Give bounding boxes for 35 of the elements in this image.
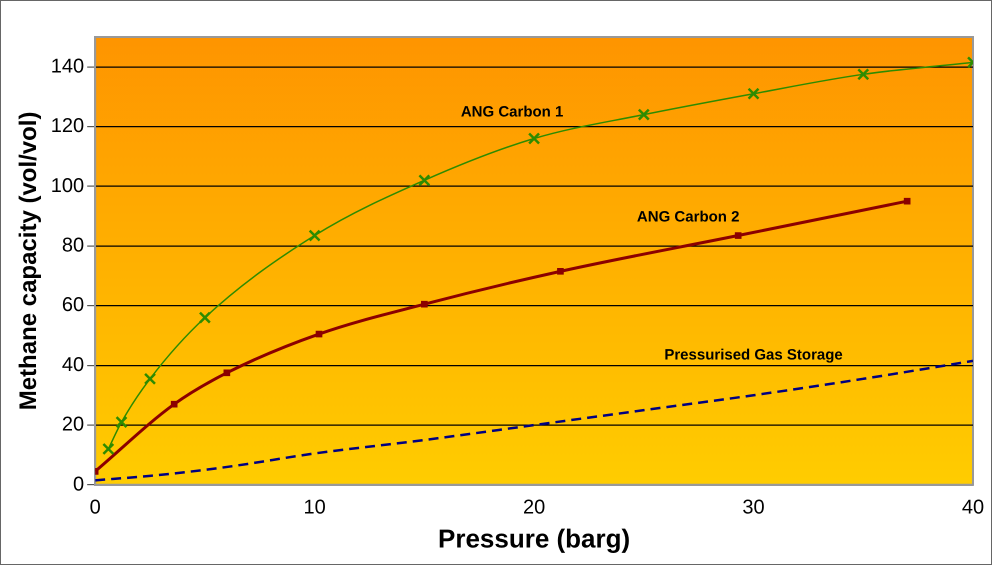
point xyxy=(747,88,760,100)
series-label: ANG Carbon 1 xyxy=(460,104,564,121)
y-tick-label: 60 xyxy=(62,294,84,316)
point xyxy=(308,229,321,242)
x-tick-label: 0 xyxy=(90,496,101,518)
point xyxy=(528,132,540,145)
y-tick-label: 0 xyxy=(73,473,84,496)
point xyxy=(144,372,156,386)
point xyxy=(316,330,322,338)
point xyxy=(638,108,650,121)
x-tick-label: 20 xyxy=(522,496,546,518)
y-tick-label: 140 xyxy=(50,55,84,78)
point xyxy=(198,311,212,324)
y-tick-label: 100 xyxy=(50,174,84,197)
point xyxy=(857,68,870,81)
x-tick-label: 40 xyxy=(962,496,984,518)
y-tick-label: 20 xyxy=(62,414,84,436)
y-tick-label: 40 xyxy=(62,354,84,376)
x-tick-label: 30 xyxy=(742,496,765,518)
point xyxy=(418,174,431,186)
point xyxy=(115,416,128,428)
point xyxy=(224,370,230,376)
point xyxy=(170,400,178,408)
series-label: Pressurised Gas Storage xyxy=(664,346,843,364)
y-tick-label: 80 xyxy=(62,234,84,256)
point xyxy=(734,232,742,239)
point xyxy=(102,442,115,456)
point xyxy=(904,198,910,205)
point xyxy=(557,268,564,275)
point xyxy=(421,300,428,308)
y-axis-title: Methane capacity (vol/vol) xyxy=(15,112,42,410)
x-tick-label: 10 xyxy=(304,496,326,518)
series-label: ANG Carbon 2 xyxy=(636,208,740,226)
x-axis-title: Pressure (barg) xyxy=(438,524,630,554)
y-tick-label: 120 xyxy=(50,115,84,138)
